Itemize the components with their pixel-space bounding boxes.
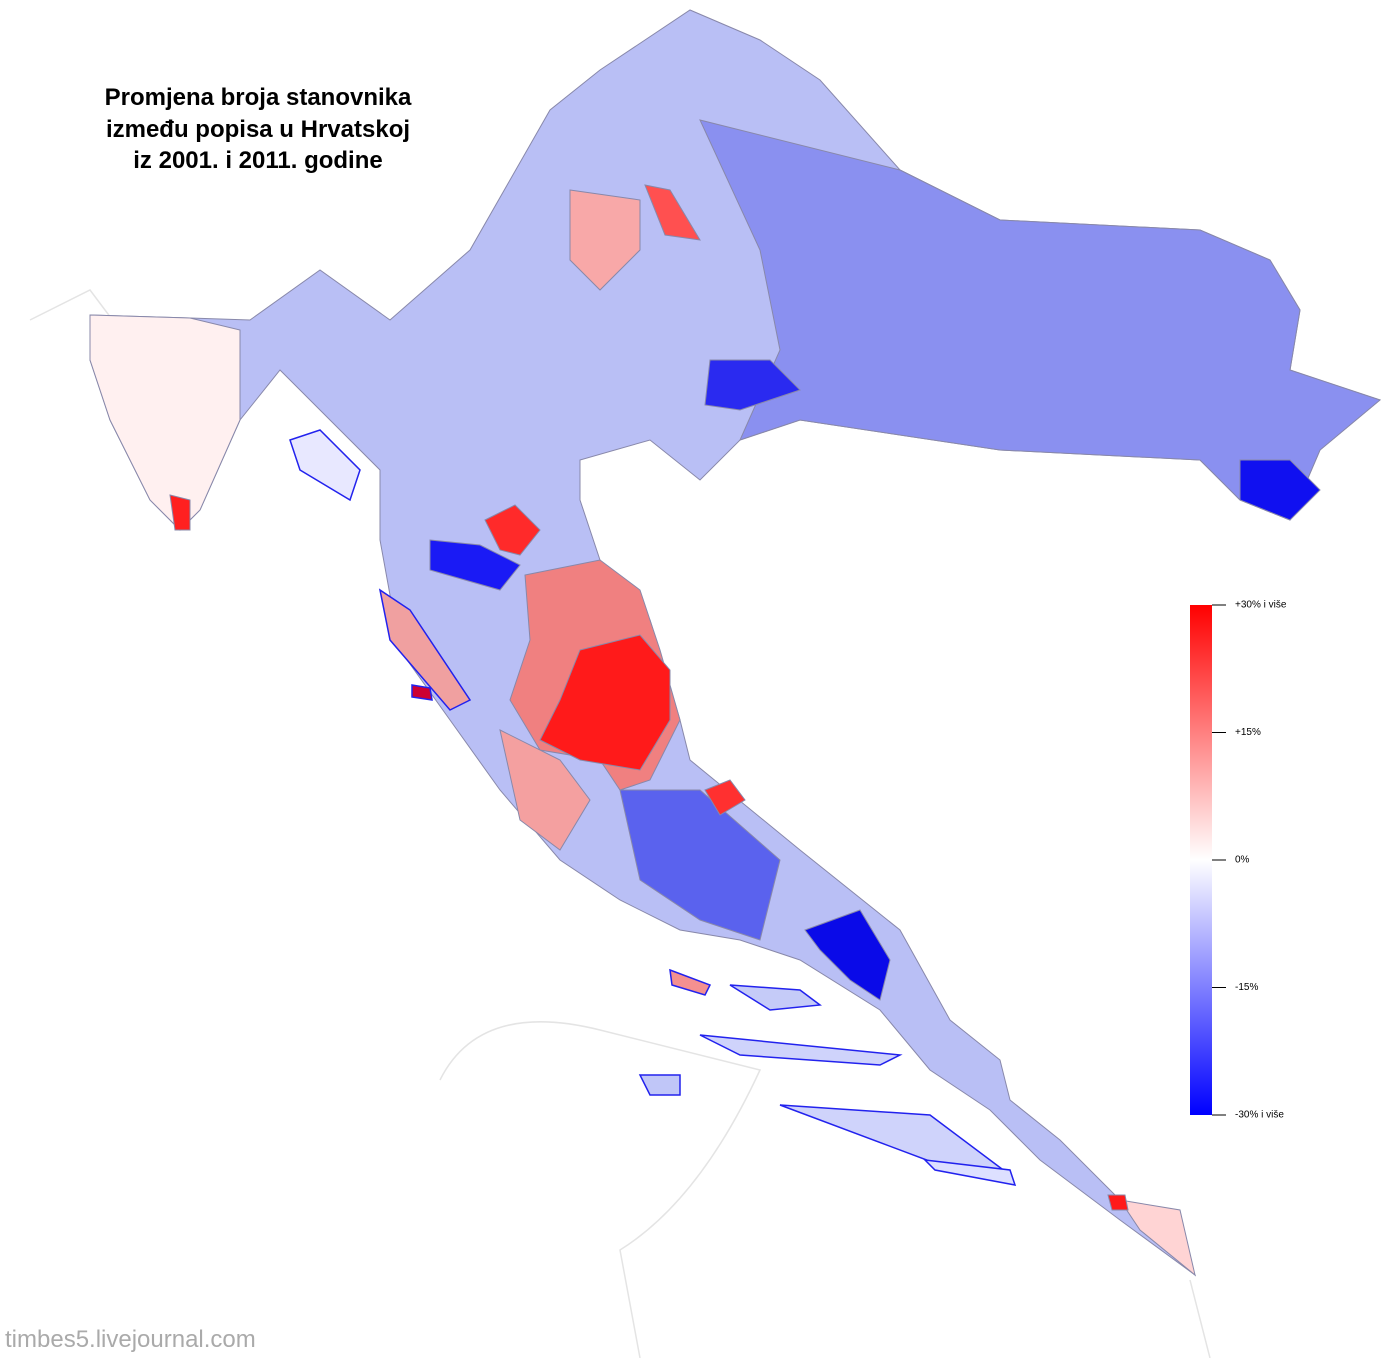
islands xyxy=(289,429,1017,1186)
watermark: timbes5.livejournal.com xyxy=(5,1326,256,1353)
title-line: iz 2001. i 2011. godine xyxy=(133,147,382,174)
legend-label: +30% i više xyxy=(1235,600,1287,611)
legend: +30% i više +15% 0% -15% -30% i više xyxy=(1212,600,1287,1121)
title-line: između popisa u Hrvatskoj xyxy=(106,116,410,143)
legend-label: +15% xyxy=(1235,727,1261,738)
legend-label: 0% xyxy=(1235,855,1250,866)
legend-label: -30% i više xyxy=(1235,1110,1284,1121)
title-line: Promjena broja stanovnika xyxy=(105,84,412,111)
title: Promjena broja stanovnika između popisa … xyxy=(105,84,412,174)
color-bar xyxy=(1190,605,1212,1115)
country-shape xyxy=(89,9,1382,1277)
legend-label: -15% xyxy=(1235,982,1258,993)
